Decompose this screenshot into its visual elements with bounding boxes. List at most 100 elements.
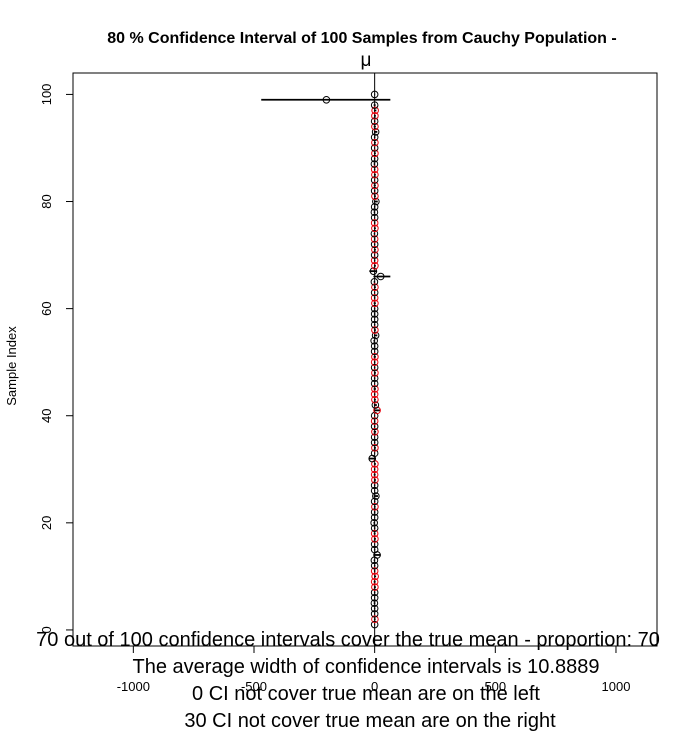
sample-point (370, 540, 379, 549)
sample-point (371, 261, 379, 270)
sample-point (370, 524, 379, 532)
sample-point (370, 133, 379, 142)
y-axis-label: Sample Index (4, 326, 19, 406)
sample-point (371, 299, 379, 308)
sample-point (370, 160, 379, 168)
chart-title: 80 % Confidence Interval of 100 Samples … (107, 30, 616, 47)
sample-point (370, 294, 379, 302)
sample-point (370, 422, 379, 431)
sample-point (370, 561, 379, 570)
sample-point (370, 481, 379, 490)
x-tick-label: 1000 (602, 679, 631, 694)
y-axis: 0 20 40 60 80 100 (39, 84, 74, 634)
sample-point (371, 224, 379, 233)
sample-point (371, 112, 379, 120)
sample-point (370, 438, 379, 447)
sample-point (370, 187, 379, 195)
sample-point (371, 149, 379, 158)
sample-point (370, 497, 379, 506)
sample-point (370, 208, 379, 217)
sample-point (370, 433, 379, 441)
sample-point (371, 395, 379, 404)
sample-point (370, 278, 379, 286)
annotation-average-width: The average width of confidence interval… (133, 656, 600, 678)
sample-point (372, 197, 380, 206)
sample-point (370, 599, 379, 607)
sample-point (370, 519, 378, 527)
sample-point (371, 369, 379, 377)
sample-point (370, 315, 379, 324)
sample-point (371, 245, 379, 254)
sample-point (370, 144, 379, 152)
sample-point (370, 470, 379, 479)
sample-point (370, 594, 379, 602)
sample-point (370, 165, 379, 174)
sample-point (370, 390, 379, 399)
annotation-left-miss: 0 CI not cover true mean are on the left (192, 683, 540, 705)
sample-point (370, 235, 379, 243)
x-tick-label: -1000 (117, 679, 150, 694)
sample-point (370, 90, 379, 99)
y-tick-label: 80 (39, 194, 54, 208)
sample-point (322, 95, 331, 104)
sample-point (370, 374, 379, 383)
sample-point (376, 272, 385, 281)
y-tick-label: 20 (39, 516, 54, 530)
sample-point (371, 615, 379, 624)
sample-point (370, 417, 379, 425)
sample-point (371, 138, 379, 147)
sample-point (370, 101, 379, 109)
sample-point (370, 363, 379, 372)
y-tick-label: 0 (39, 626, 54, 633)
sample-point (370, 251, 379, 259)
sample-point (370, 304, 379, 313)
annotation-right-miss: 30 CI not cover true mean are on the rig… (184, 710, 556, 732)
sample-point (370, 176, 379, 184)
sample-point (370, 342, 379, 350)
x-axis: -1000 -500 0 500 1000 (117, 646, 631, 694)
sample-point (370, 240, 379, 249)
sample-point (370, 310, 379, 318)
annotation-block: 70 out of 100 confidence intervals cover… (36, 629, 660, 732)
sample-point (370, 336, 378, 345)
sample-point (371, 326, 379, 334)
sample-point (371, 353, 379, 361)
sample-point (370, 529, 379, 538)
sample-point (370, 577, 379, 586)
sample-point (370, 117, 379, 125)
sample-point (370, 486, 379, 495)
sample-point (370, 545, 379, 554)
point-layer (322, 90, 385, 629)
sample-point (371, 476, 379, 484)
sample-point (370, 465, 379, 474)
sample-point (370, 320, 379, 329)
y-tick-label: 40 (39, 408, 54, 422)
interval-layer (261, 93, 391, 626)
sample-point (370, 213, 379, 222)
sample-point (371, 106, 379, 115)
sample-point (373, 406, 381, 415)
sample-point (370, 229, 379, 238)
sample-point (371, 427, 379, 436)
sample-point (370, 620, 379, 629)
sample-point (372, 492, 380, 500)
sample-point (370, 588, 379, 597)
sample-point (370, 288, 379, 297)
sample-point (370, 203, 379, 211)
x-tick-label: 500 (484, 679, 506, 694)
sample-point (371, 128, 380, 136)
chart-subtitle: μ (361, 50, 372, 71)
sample-point (371, 502, 379, 511)
annotation-coverage: 70 out of 100 confidence intervals cover… (36, 629, 660, 651)
sample-point (370, 256, 379, 265)
sample-point (370, 604, 379, 613)
y-tick-label: 60 (39, 301, 54, 315)
sample-point (371, 122, 379, 131)
sample-point (370, 508, 379, 516)
sample-point (370, 358, 379, 366)
sample-point (371, 331, 380, 340)
sample-point (371, 385, 379, 393)
sample-point (370, 154, 379, 163)
sample-point (371, 535, 379, 543)
